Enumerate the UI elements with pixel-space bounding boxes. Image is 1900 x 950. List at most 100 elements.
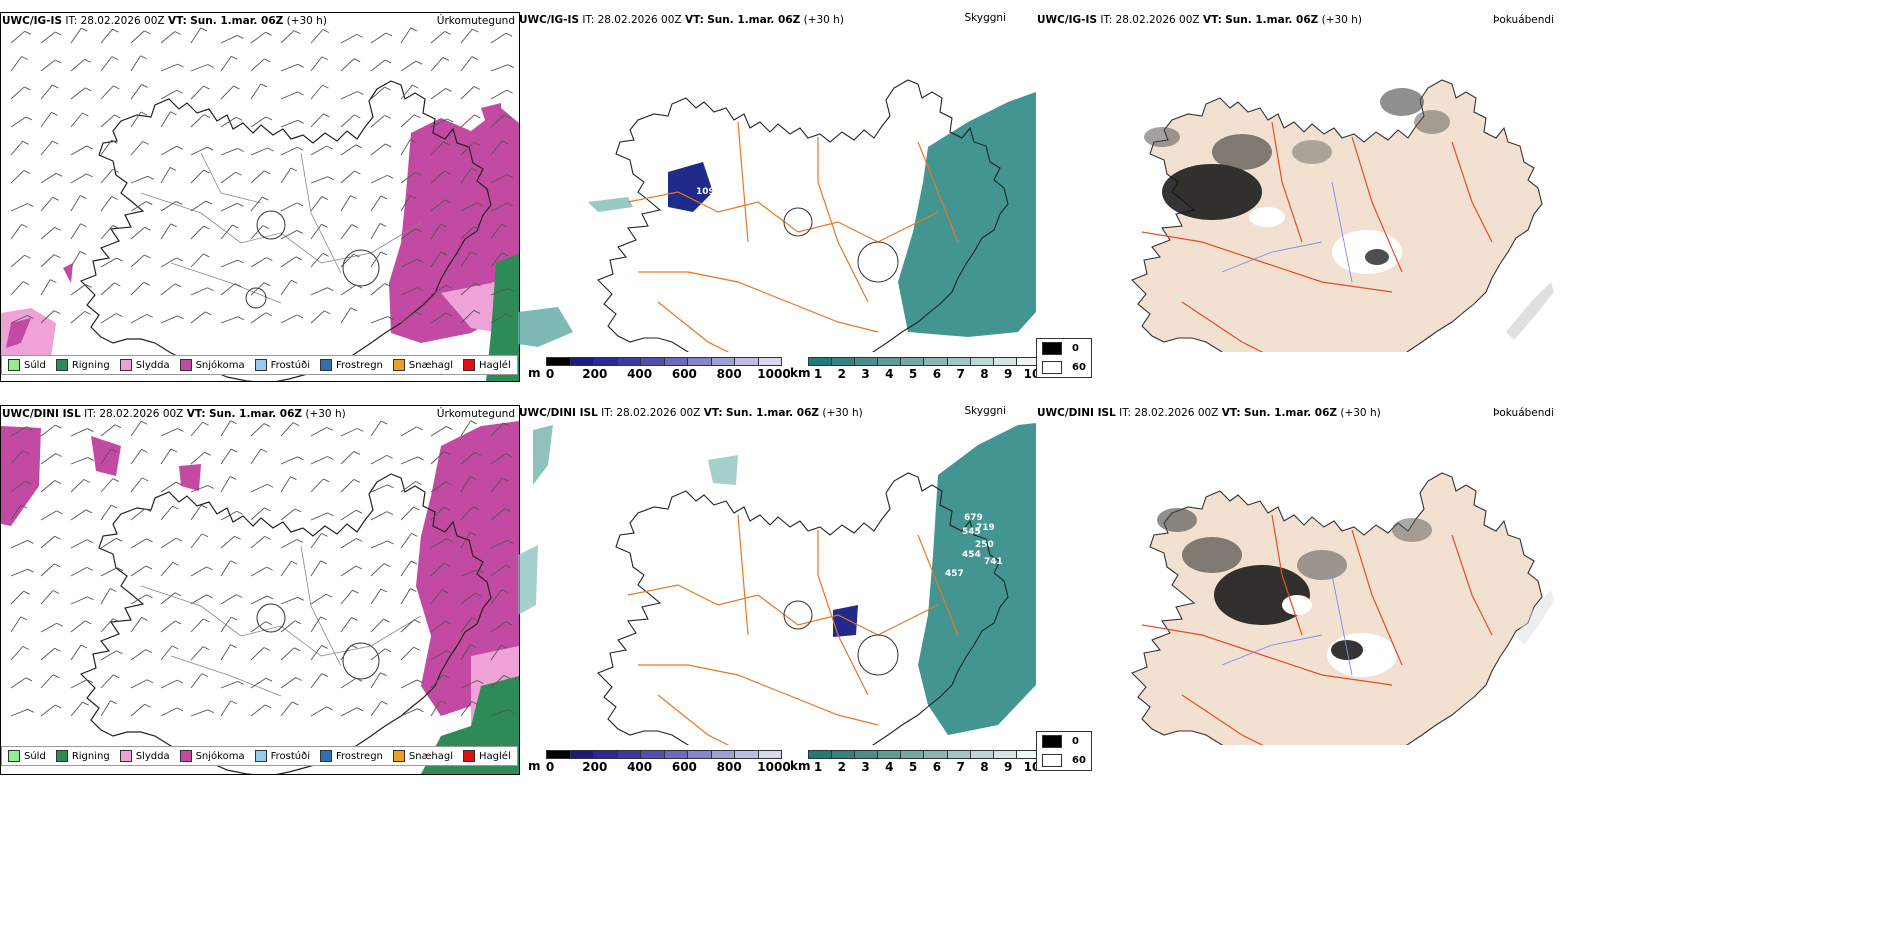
wind-barbs xyxy=(10,420,515,717)
colorbar-tick: 800 xyxy=(716,760,742,774)
colorbar-segment xyxy=(757,750,782,759)
colorbar-tick: 200 xyxy=(582,760,608,774)
colorbar-segment xyxy=(969,357,993,366)
panel-label: Þokuábendi xyxy=(1493,14,1554,26)
fog-legend: 0 60 xyxy=(1036,338,1092,378)
colorbar-segment xyxy=(687,357,711,366)
visibility-annotation: 679 xyxy=(964,513,983,523)
colorbar-tick: 800 xyxy=(716,367,742,381)
fog-map-bottom xyxy=(1131,472,1554,745)
legend-label: Slydda xyxy=(135,750,170,762)
colorbar-tick: 400 xyxy=(627,760,653,774)
colorbar-segment xyxy=(593,357,617,366)
legend-item: Súld xyxy=(8,750,46,762)
panel-fog-top: UWC/IG-IS IT: 28.02.2026 00Z VT: Sun. 1.… xyxy=(1036,12,1556,380)
legend-label: Frostúði xyxy=(270,750,310,762)
colorbar-tick: 1000 xyxy=(757,367,791,381)
panel-label: Skyggni xyxy=(964,405,1007,417)
panel-title: UWC/IG-IS IT: 28.02.2026 00Z VT: Sun. 1.… xyxy=(2,15,327,27)
colorbar-tick: 5 xyxy=(908,367,918,381)
legend-item: Haglél xyxy=(463,750,511,762)
colorbar-tick: 2 xyxy=(837,367,846,381)
fog-legend: 0 60 xyxy=(1036,731,1092,771)
colorbar-segment xyxy=(969,750,993,759)
panel-label: Úrkomutegund xyxy=(436,15,515,27)
colorbar-segment xyxy=(854,750,878,759)
legend-item: Frostúði xyxy=(254,750,310,762)
legend-swatch xyxy=(8,750,20,762)
legend-item: Haglél xyxy=(463,359,511,371)
colorbar-tick: 4 xyxy=(885,760,894,774)
colorbar-meters: m 0 200 400 600 800 1000 xyxy=(528,357,791,381)
legend-label: Rigning xyxy=(71,750,110,762)
legend-label: Frostregn xyxy=(336,750,383,762)
colorbar-tick: 7 xyxy=(956,760,965,774)
legend-swatch xyxy=(254,750,267,762)
colorbar-segment xyxy=(757,357,782,366)
colorbar-segment xyxy=(923,750,947,759)
colorbar-unit: m xyxy=(528,366,541,380)
legend-label: Slydda xyxy=(135,359,170,371)
colorbar-segment xyxy=(546,357,570,366)
panel-visibility-top: 109 UWC/IG-IS IT: 28.02.2026 00Z VT: Sun… xyxy=(518,12,1040,381)
road-network xyxy=(627,121,959,352)
panel-fog-bottom: UWC/DINI ISL IT: 28.02.2026 00Z VT: Sun.… xyxy=(1036,405,1556,773)
legend-label: Frostregn xyxy=(336,359,383,371)
legend-item: Snjókoma xyxy=(179,750,245,762)
legend-swatch xyxy=(119,359,132,371)
legend-swatch xyxy=(55,750,68,762)
legend-label: Súld xyxy=(24,750,46,762)
legend-label: Haglél xyxy=(479,750,511,762)
legend-label: Haglél xyxy=(479,359,511,371)
legend-swatch xyxy=(179,750,192,762)
colorbar-segment xyxy=(710,357,734,366)
colorbar-segment xyxy=(569,357,593,366)
colorbar-segment xyxy=(687,750,711,759)
precip-map-bottom xyxy=(1,420,519,774)
colorbar-tick: 7 xyxy=(956,367,965,381)
legend-swatch xyxy=(179,359,192,371)
colorbar-tick: 600 xyxy=(671,367,697,381)
wind-barbs xyxy=(10,27,515,324)
legend-label: Frostúði xyxy=(270,359,310,371)
panel-label: Þokuábendi xyxy=(1493,407,1554,419)
visibility-annotation: 545 xyxy=(962,527,981,537)
road-network xyxy=(1141,514,1493,745)
colorbar-segment xyxy=(923,357,947,366)
panel-title: UWC/IG-IS IT: 28.02.2026 00Z VT: Sun. 1.… xyxy=(519,14,844,26)
colorbar-tick: 4 xyxy=(885,367,894,381)
legend-item: Snæhagl xyxy=(392,750,453,762)
visibility-annotation: 250 xyxy=(975,540,994,550)
fog-core xyxy=(1162,164,1262,220)
road-network xyxy=(627,514,959,745)
river-network xyxy=(1221,574,1353,676)
panel-title: UWC/DINI ISL IT: 28.02.2026 00Z VT: Sun.… xyxy=(519,407,863,419)
colorbar-tick: 9 xyxy=(1004,367,1013,381)
legend-label: Snæhagl xyxy=(408,359,454,371)
colorbar-segment xyxy=(831,750,855,759)
legend-item: Súld xyxy=(8,359,46,371)
legend-swatch xyxy=(8,359,20,371)
legend-swatch xyxy=(392,750,405,762)
colorbar-unit: km xyxy=(790,759,811,773)
colorbar-tick: 3 xyxy=(861,760,870,774)
colorbar-tick: 8 xyxy=(980,367,989,381)
legend-item: Snæhagl xyxy=(392,359,454,371)
legend-label: Snjókoma xyxy=(195,750,245,762)
legend-item: Slydda xyxy=(119,750,170,762)
panel-title: UWC/DINI ISL IT: 28.02.2026 00Z VT: Sun.… xyxy=(1037,407,1381,419)
legend-swatch xyxy=(392,359,405,371)
legend-item: Frostregn xyxy=(320,750,383,762)
legend-swatch xyxy=(55,359,68,371)
colorbar-segment xyxy=(663,357,687,366)
colorbar-tick: 1000 xyxy=(757,760,791,774)
visibility-map-top xyxy=(518,79,1036,352)
river-network xyxy=(1221,181,1353,283)
colorbar-tick: 3 xyxy=(861,367,870,381)
colorbar-tick: 8 xyxy=(980,760,989,774)
colorbar-segment xyxy=(946,357,970,366)
legend-swatch xyxy=(320,359,332,371)
colorbar-segment xyxy=(831,357,855,366)
visibility-map-bottom xyxy=(518,423,1036,745)
colorbar-segment xyxy=(734,357,758,366)
